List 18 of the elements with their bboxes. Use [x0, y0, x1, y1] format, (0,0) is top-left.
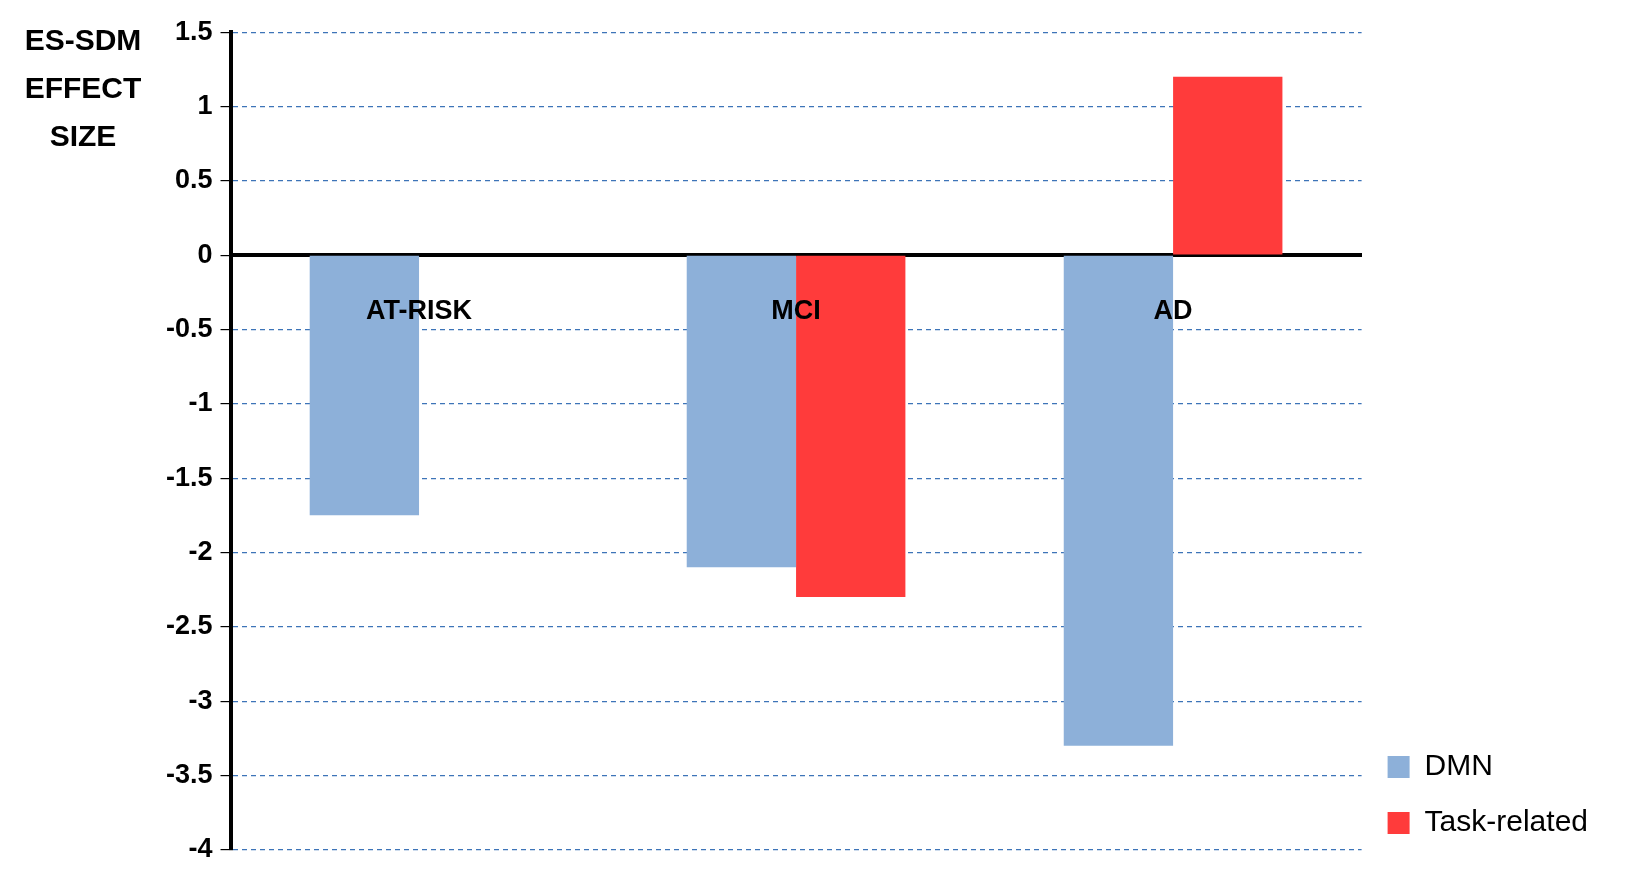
- y-tick-label: -2: [188, 535, 213, 566]
- y-tick-label: -3: [188, 684, 213, 715]
- x-tick-label: MCI: [771, 294, 821, 325]
- y-tick-label: -2.5: [165, 610, 213, 641]
- y-tick-label: -1: [188, 387, 213, 418]
- y-tick-label: -3.5: [165, 758, 213, 789]
- y-tick-label: 1: [197, 89, 213, 120]
- y-tick-label: 0: [197, 238, 213, 269]
- y-tick-label: -0.5: [165, 312, 213, 343]
- x-tick-label: AD: [1153, 294, 1193, 325]
- y-tick-label: -1.5: [165, 461, 213, 492]
- y-axis-title: ES-SDM EFFECT SIZE: [23, 22, 143, 154]
- y-tick-label: 1.5: [174, 15, 213, 46]
- legend-label: DMN: [1424, 748, 1493, 782]
- y-tick-label: -4: [188, 833, 213, 864]
- y-tick-label: 0.5: [174, 164, 213, 195]
- legend-label: Task-related: [1424, 804, 1588, 838]
- x-tick-label: AT-RISK: [366, 294, 473, 325]
